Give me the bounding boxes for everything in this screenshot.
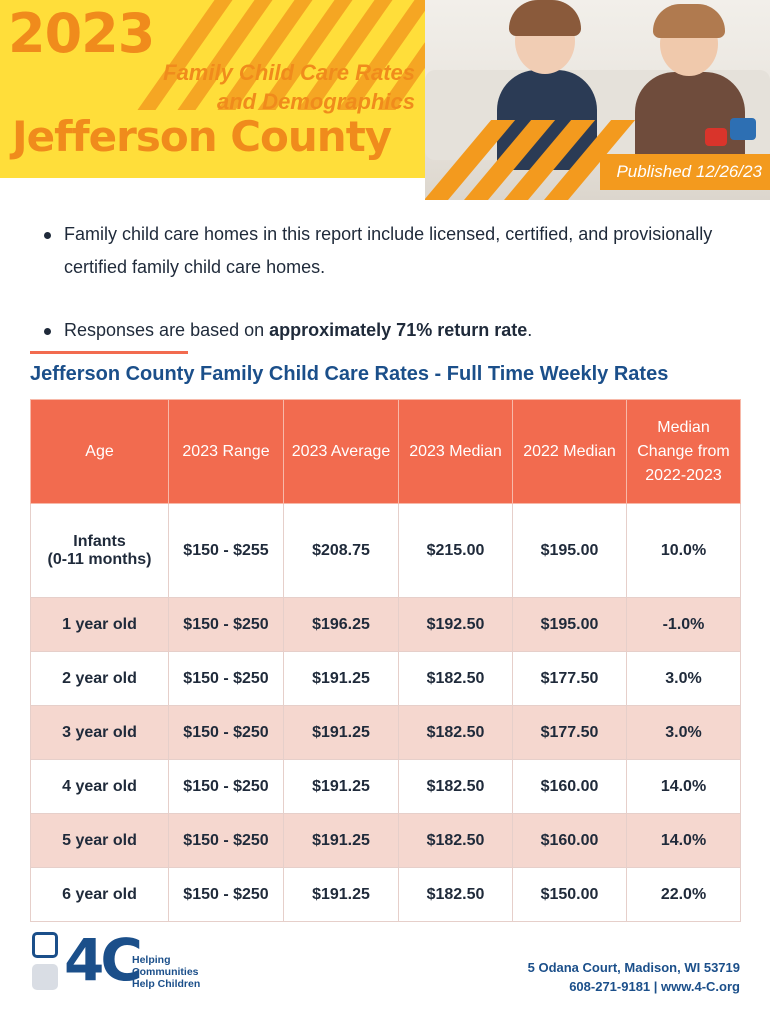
rates-table: Age 2023 Range 2023 Average 2023 Median …: [30, 399, 741, 922]
cell-range: $150 - $250: [168, 651, 284, 706]
report-subtitle-line1: Family Child Care Rates: [163, 60, 415, 85]
cell-average: $191.25: [283, 651, 399, 706]
address-line: 5 Odana Court, Madison, WI 53719: [527, 960, 740, 975]
report-year: 2023: [8, 2, 155, 65]
contact-address: 5 Odana Court, Madison, WI 53719 608-271…: [528, 958, 740, 996]
note-bold: approximately 71% return rate: [269, 320, 528, 340]
cell-average: $191.25: [283, 867, 399, 922]
header-range: 2023 Range: [168, 399, 284, 504]
cell-age: 1 year old: [30, 597, 169, 652]
logo-square-outline: [32, 932, 58, 958]
note-text: Family child care homes in this report i…: [64, 224, 713, 277]
cell-median-2022: $177.50: [512, 705, 627, 760]
cell-median-2022: $160.00: [512, 759, 627, 814]
note-item: Family child care homes in this report i…: [40, 218, 740, 284]
cell-age: 5 year old: [30, 813, 169, 868]
cell-average: $196.25: [283, 597, 399, 652]
header-average: 2023 Average: [283, 399, 399, 504]
cell-average: $191.25: [283, 759, 399, 814]
table-row: 6 year old $150 - $250 $191.25 $182.50 $…: [30, 867, 741, 922]
cell-range: $150 - $250: [168, 813, 284, 868]
cell-median-2022: $160.00: [512, 813, 627, 868]
cell-median-2023: $182.50: [398, 759, 513, 814]
cell-median-2022: $195.00: [512, 503, 627, 598]
header-age: Age: [30, 399, 169, 504]
table-row: 5 year old $150 - $250 $191.25 $182.50 $…: [30, 813, 741, 868]
cell-change: -1.0%: [626, 597, 741, 652]
table-row: 3 year old $150 - $250 $191.25 $182.50 $…: [30, 705, 741, 760]
cell-median-2023: $215.00: [398, 503, 513, 598]
table-row: 1 year old $150 - $250 $196.25 $192.50 $…: [30, 597, 741, 652]
logo-tagline: Helping Communities Help Children: [132, 954, 201, 990]
cell-median-2022: $150.00: [512, 867, 627, 922]
cell-average: $208.75: [283, 503, 399, 598]
cell-age: 4 year old: [30, 759, 169, 814]
title-banner: 2023 Family Child Care Rates and Demogra…: [0, 0, 425, 200]
cell-average: $191.25: [283, 813, 399, 868]
logo-square-filled: [32, 964, 58, 990]
note-item: Responses are based on approximately 71%…: [40, 314, 740, 347]
cell-change: 3.0%: [626, 705, 741, 760]
cell-range: $150 - $250: [168, 597, 284, 652]
cell-age: Infants (0-11 months): [30, 503, 169, 598]
header-change: Median Change from 2022-2023: [626, 399, 741, 504]
table-row: 2 year old $150 - $250 $191.25 $182.50 $…: [30, 651, 741, 706]
children-photo: Published 12/26/23: [425, 0, 770, 200]
cell-median-2023: $182.50: [398, 867, 513, 922]
county-title: Jefferson County: [12, 112, 392, 161]
cell-range: $150 - $250: [168, 759, 284, 814]
notes-list: Family child care homes in this report i…: [40, 218, 740, 377]
phone-web-line: 608-271-9181 | www.4-C.org: [569, 979, 740, 994]
section-divider: [30, 351, 188, 354]
cell-range: $150 - $250: [168, 705, 284, 760]
report-subtitle-line2: and Demographics: [216, 89, 415, 114]
table-header-row: Age 2023 Range 2023 Average 2023 Median …: [30, 399, 741, 504]
cell-average: $191.25: [283, 705, 399, 760]
report-header: 2023 Family Child Care Rates and Demogra…: [0, 0, 770, 200]
table-row: 4 year old $150 - $250 $191.25 $182.50 $…: [30, 759, 741, 814]
cell-range: $150 - $255: [168, 503, 284, 598]
cell-change: 10.0%: [626, 503, 741, 598]
cell-median-2023: $182.50: [398, 705, 513, 760]
cell-age: 2 year old: [30, 651, 169, 706]
cell-change: 14.0%: [626, 759, 741, 814]
cell-median-2022: $195.00: [512, 597, 627, 652]
cell-change: 22.0%: [626, 867, 741, 922]
published-date: Published 12/26/23: [600, 154, 770, 190]
cell-age: 3 year old: [30, 705, 169, 760]
header-median-2022: 2022 Median: [512, 399, 627, 504]
table-title: Jefferson County Family Child Care Rates…: [30, 363, 669, 385]
cell-age: 6 year old: [30, 867, 169, 922]
cell-median-2023: $182.50: [398, 651, 513, 706]
note-suffix: .: [527, 320, 533, 340]
toy-block-red: [705, 128, 727, 146]
cell-range: $150 - $250: [168, 867, 284, 922]
child-left-hair: [509, 0, 581, 36]
cell-median-2023: $182.50: [398, 813, 513, 868]
table-row: Infants (0-11 months) $150 - $255 $208.75…: [30, 503, 741, 598]
header-median-2023: 2023 Median: [398, 399, 513, 504]
logo-mark: 4C: [64, 926, 143, 994]
toy-block-blue: [730, 118, 756, 140]
4c-logo: 4C Helping Communities Help Children: [30, 926, 230, 1000]
cell-median-2023: $192.50: [398, 597, 513, 652]
cell-median-2022: $177.50: [512, 651, 627, 706]
cell-change: 14.0%: [626, 813, 741, 868]
cell-change: 3.0%: [626, 651, 741, 706]
note-prefix: Responses are based on: [64, 320, 270, 340]
child-right-hair: [653, 4, 725, 38]
